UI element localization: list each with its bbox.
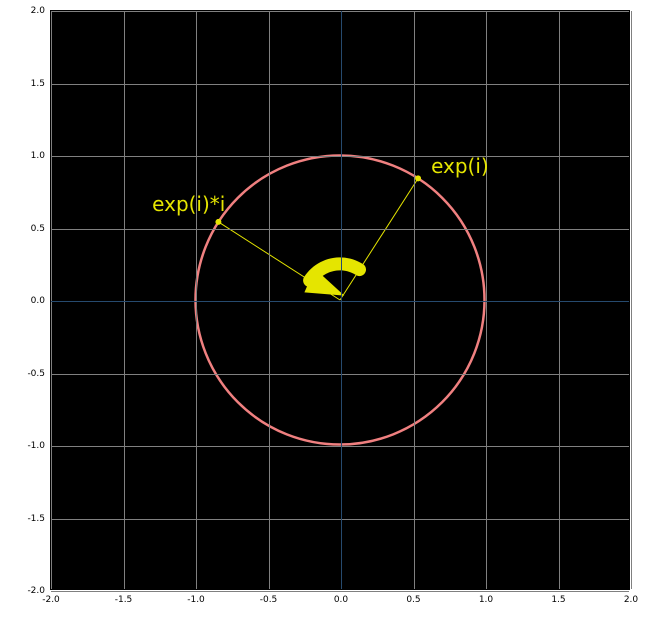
gridline-vertical: [124, 11, 125, 589]
ytick-label: 2.0: [31, 6, 45, 16]
gridline-horizontal: [51, 84, 629, 85]
xtick-label: -1.5: [115, 595, 133, 605]
gridline-vertical: [631, 11, 632, 589]
ytick-label: -1.5: [27, 514, 45, 524]
ytick-label: 0.5: [31, 224, 45, 234]
gridline-horizontal: [51, 11, 629, 12]
figure: -2.0 -1.5 -1.0 -0.5 0.0 0.5 1.0 1.5 2.0 -2.0 -1.5 -…: [0, 0, 648, 619]
annotation-label: exp(i): [431, 154, 489, 178]
gridline-vertical: [414, 11, 415, 589]
vector-point: [215, 219, 221, 225]
gridline-vertical: [486, 11, 487, 589]
xtick-label: 0.0: [334, 595, 348, 605]
gridline-horizontal: [51, 591, 629, 592]
ytick-label: -0.5: [27, 369, 45, 379]
chart-overlay: [51, 11, 629, 589]
gridline-vertical: [559, 11, 560, 589]
plot-area: -2.0-1.5-1.0-0.50.00.51.01.52.0-2.0-1.5-…: [50, 10, 630, 590]
xtick-label: -0.5: [260, 595, 278, 605]
ytick-label: -1.0: [27, 441, 45, 451]
gridline-horizontal: [51, 374, 629, 375]
ytick-label: 0.0: [31, 296, 45, 306]
gridline-horizontal: [51, 156, 629, 157]
gridline-vertical: [269, 11, 270, 589]
ytick-label: -2.0: [27, 586, 45, 596]
xtick-label: -1.0: [187, 595, 205, 605]
vector-line: [340, 178, 418, 300]
vector-point: [415, 175, 421, 181]
xtick-label: 0.5: [406, 595, 420, 605]
annotation-label: exp(i)*i: [152, 192, 225, 216]
gridline-horizontal: [51, 519, 629, 520]
gridline-horizontal: [51, 446, 629, 447]
gridline-horizontal: [51, 229, 629, 230]
xtick-label: 1.5: [551, 595, 565, 605]
ytick-label: 1.5: [31, 79, 45, 89]
ytick-label: 1.0: [31, 151, 45, 161]
gridline-vertical: [51, 11, 52, 589]
xtick-label: 1.0: [479, 595, 493, 605]
x-axis-line: [51, 301, 629, 302]
xtick-label: -2.0: [42, 595, 60, 605]
xtick-label: 2.0: [624, 595, 638, 605]
gridline-vertical: [196, 11, 197, 589]
y-axis-line: [341, 11, 342, 589]
